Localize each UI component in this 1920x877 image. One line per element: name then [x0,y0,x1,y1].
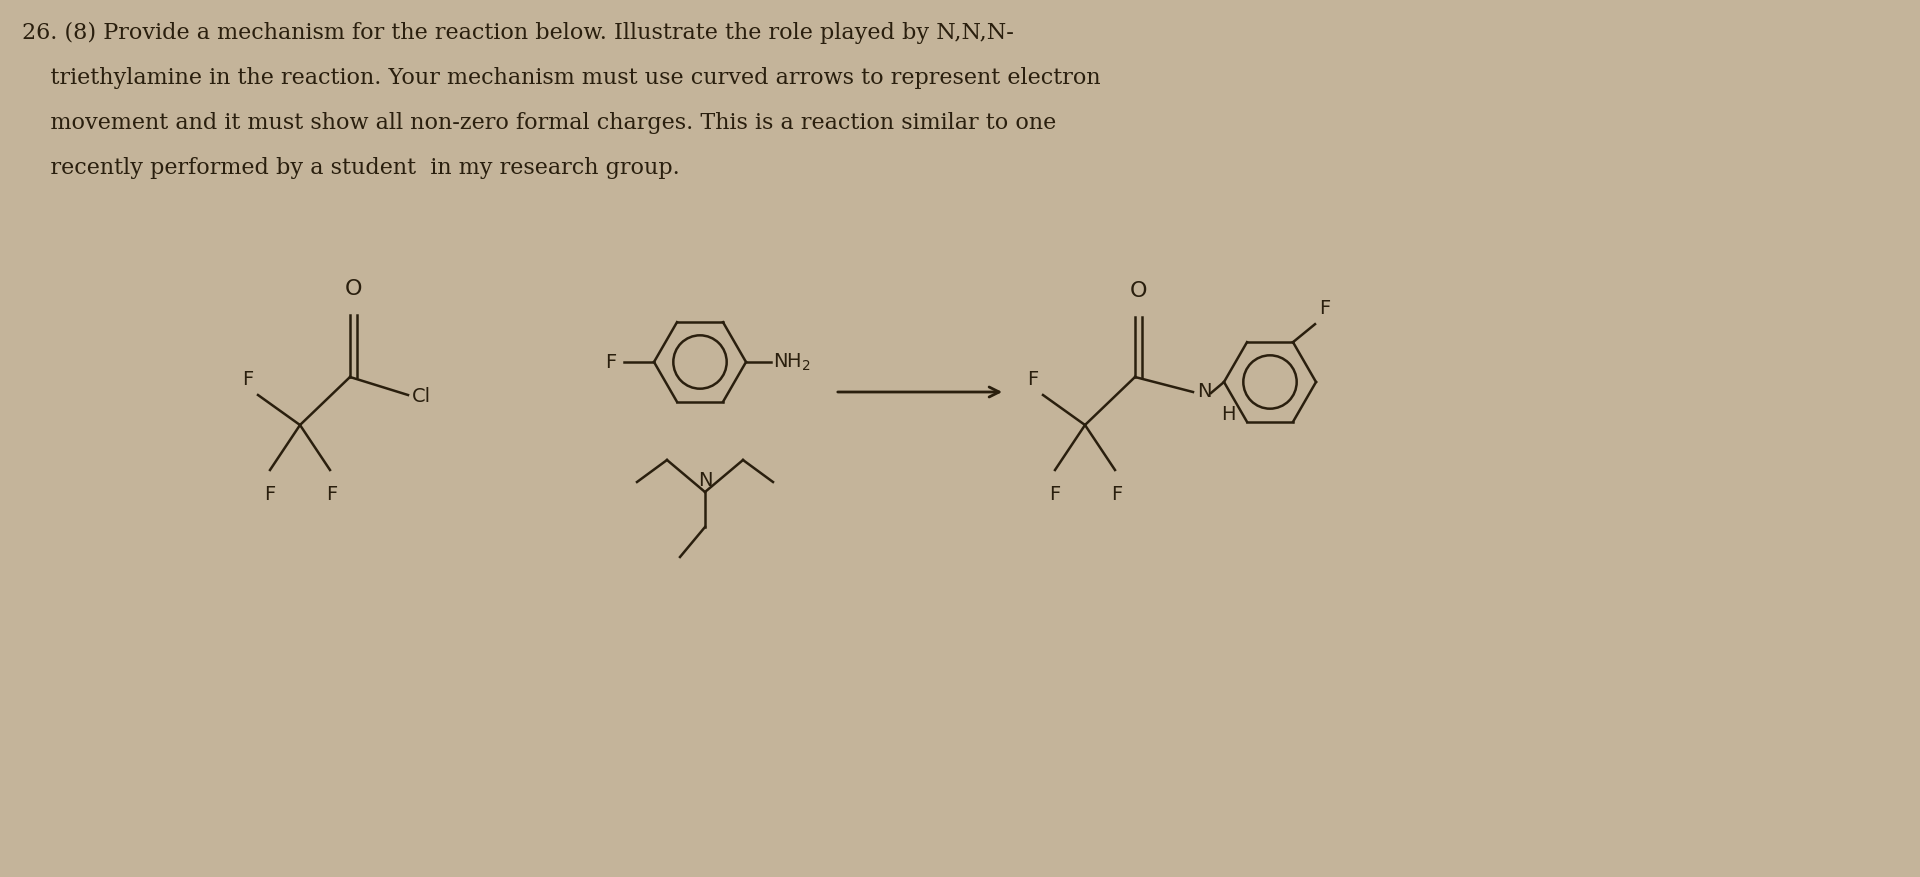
Text: 26. (8) Provide a mechanism for the reaction below. Illustrate the role played b: 26. (8) Provide a mechanism for the reac… [21,22,1014,44]
Text: recently performed by a student  in my research group.: recently performed by a student in my re… [21,157,680,179]
Text: movement and it must show all non-zero formal charges. This is a reaction simila: movement and it must show all non-zero f… [21,112,1056,134]
Text: F: F [605,353,616,372]
Text: N: N [697,471,712,490]
Text: F: F [242,370,253,389]
Text: F: F [265,485,276,504]
Text: F: F [1112,485,1123,504]
Text: F: F [1319,299,1331,318]
Text: N: N [1196,381,1212,401]
Text: H: H [1221,405,1235,424]
Text: O: O [346,279,363,299]
Text: F: F [1050,485,1060,504]
Text: NH$_2$: NH$_2$ [774,352,810,373]
Text: F: F [326,485,338,504]
Text: F: F [1027,370,1039,389]
Text: triethylamine in the reaction. Your mechanism must use curved arrows to represen: triethylamine in the reaction. Your mech… [21,67,1100,89]
Text: O: O [1129,281,1148,301]
Text: Cl: Cl [413,388,432,407]
